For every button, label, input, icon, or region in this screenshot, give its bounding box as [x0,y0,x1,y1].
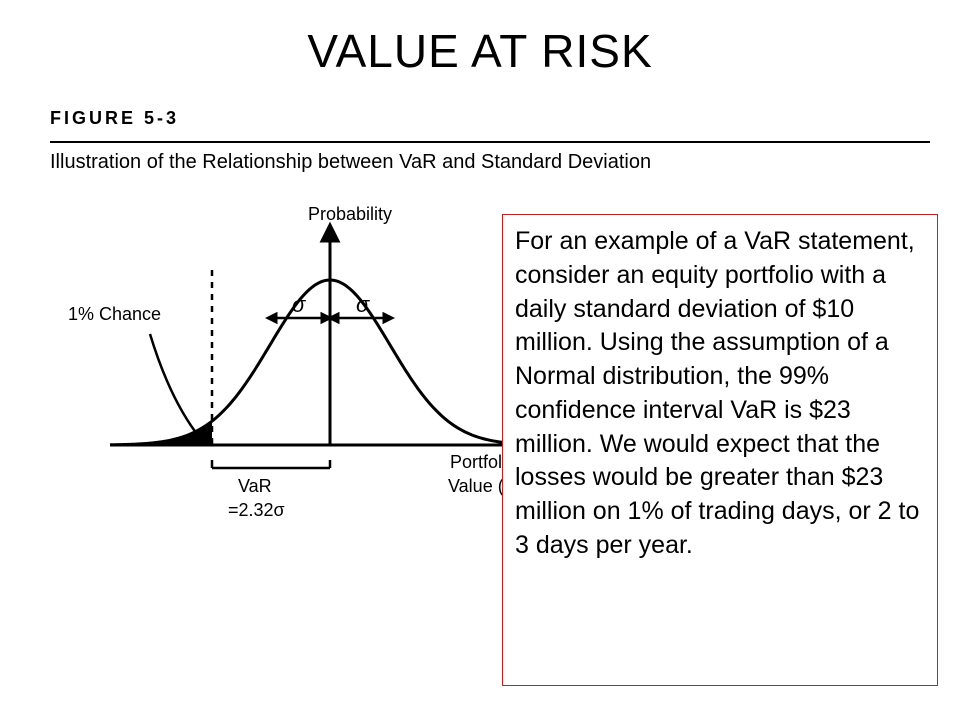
explanation-textbox: For an example of a VaR statement, consi… [502,214,938,686]
chart-svg: Probability 1% Chance σ σ VaR =2.32σ Por… [60,200,540,530]
figure-rule [50,141,930,143]
page-title: VALUE AT RISK [0,24,960,78]
probability-label: Probability [308,204,392,224]
bell-curve-chart: Probability 1% Chance σ σ VaR =2.32σ Por… [60,200,540,530]
var-equation-label: =2.32σ [228,500,285,520]
figure-subtitle: Illustration of the Relationship between… [50,151,910,174]
figure-header: FIGURE 5-3 Illustration of the Relations… [50,108,910,180]
sigma-right-label: σ [356,292,370,317]
chance-arrow [150,334,200,438]
var-label: VaR [238,476,272,496]
figure-label: FIGURE 5-3 [50,108,910,129]
sigma-left-label: σ [292,292,306,317]
var-bracket [212,460,330,468]
one-percent-label: 1% Chance [68,304,161,324]
bell-curve [110,280,520,445]
